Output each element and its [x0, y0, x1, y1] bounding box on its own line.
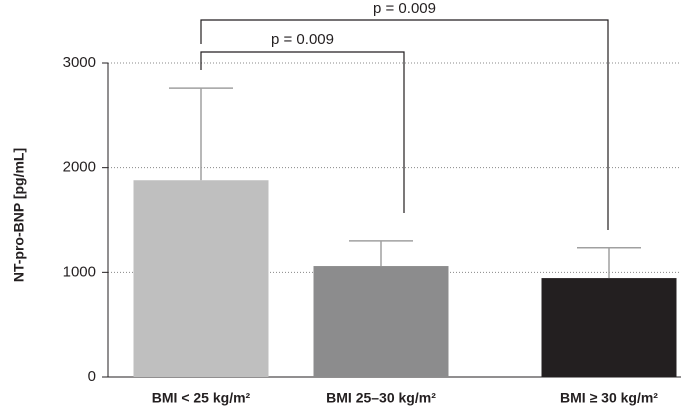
- y-tick-label: 2000: [63, 159, 96, 176]
- y-tick-label: 3000: [63, 54, 96, 71]
- x-tick-label: BMI ≥ 30 kg/m²: [560, 390, 658, 406]
- bar: [313, 266, 449, 377]
- x-tick-label: BMI 25–30 kg/m²: [326, 390, 436, 406]
- y-axis-label: NT-pro-BNP [pg/mL]: [11, 148, 27, 282]
- annotation: p = 0.009: [373, 0, 436, 17]
- bar: [133, 180, 269, 377]
- y-tick-label: 1000: [63, 263, 96, 280]
- y-tick-label: 0: [88, 368, 96, 385]
- annotation: p = 0.009: [271, 31, 334, 48]
- significance-bracket: [200, 51, 405, 213]
- x-tick-label: BMI < 25 kg/m²: [152, 390, 251, 406]
- bar: [541, 278, 677, 377]
- significance-bracket: [200, 19, 609, 230]
